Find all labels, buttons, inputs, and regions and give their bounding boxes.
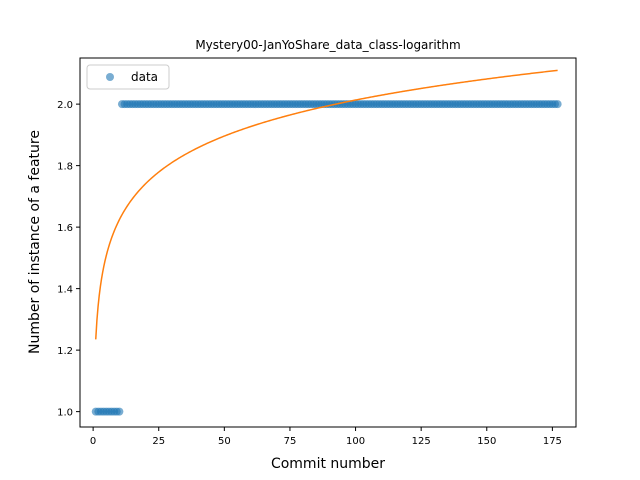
x-tick-label: 150 — [477, 436, 496, 447]
legend: data — [86, 64, 170, 90]
x-tick-label: 50 — [218, 436, 231, 447]
y-tick-label: 1.6 — [57, 223, 73, 234]
x-tick-label: 175 — [543, 436, 562, 447]
y-tick-label: 1.2 — [57, 346, 73, 357]
x-tick-label: 25 — [152, 436, 165, 447]
plot-frame — [79, 57, 577, 428]
fit-line — [95, 69, 558, 340]
data-point — [115, 407, 124, 416]
x-axis-label: Commit number — [271, 456, 385, 472]
legend-box — [86, 64, 170, 90]
y-tick-label: 1.0 — [57, 408, 73, 419]
legend-marker-data — [106, 73, 114, 81]
y-axis-ticks: 1.0 1.2 1.4 1.6 1.8 2.0 — [57, 100, 80, 419]
legend-label-data: data — [131, 70, 158, 84]
fit-line-layer — [95, 69, 558, 340]
x-tick-label: 0 — [90, 436, 96, 447]
x-tick-label: 100 — [346, 436, 365, 447]
chart-title: Mystery00-JanYoShare_data_class-logarith… — [195, 38, 460, 52]
data-points — [91, 100, 562, 416]
data-point — [553, 100, 562, 109]
x-tick-label: 75 — [284, 436, 297, 447]
plot-area — [80, 58, 576, 427]
y-axis-label: Number of instance of a feature — [27, 130, 43, 354]
y-tick-label: 1.4 — [57, 285, 73, 296]
x-tick-label: 125 — [412, 436, 431, 447]
y-tick-label: 2.0 — [57, 100, 73, 111]
x-axis-ticks: 0 25 50 75 100 125 150 175 — [90, 427, 562, 447]
y-tick-label: 1.8 — [57, 162, 73, 173]
